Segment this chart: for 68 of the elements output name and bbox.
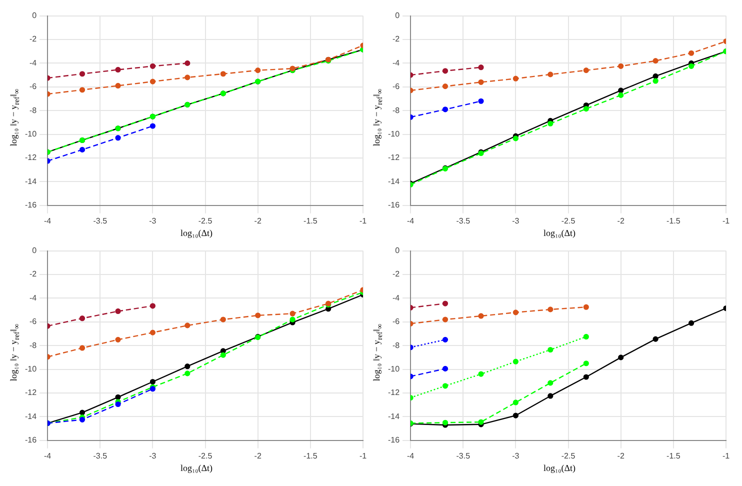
x-tick-label: -1.5	[666, 451, 681, 460]
y-tick-label: -10	[388, 364, 400, 374]
x-axis-title: log₁₀(Δt)	[179, 228, 214, 238]
x-tick-label: -1.5	[304, 216, 318, 226]
x-tick-label: -2.5	[561, 451, 576, 460]
x-tick-label: -1	[722, 451, 730, 460]
x-axis-title: log₁₀(Δt)	[179, 463, 214, 473]
x-tick-label: -4	[44, 451, 52, 460]
y-tick-label: -16	[388, 200, 400, 210]
y-tick-label: -10	[25, 130, 38, 139]
x-axis-title: log₁₀(Δt)	[542, 463, 577, 473]
y-tick-label: -16	[25, 200, 38, 210]
x-tick-label: -1	[359, 216, 368, 226]
y-tick-label: -14	[25, 176, 38, 186]
x-tick-label: -1	[359, 451, 368, 460]
x-tick-label: -3.5	[456, 451, 471, 460]
x-tick-label: -3.5	[93, 451, 108, 460]
x-tick-label: -2.5	[561, 216, 576, 226]
x-tick-label: -2	[254, 451, 262, 460]
y-tick-label: -10	[25, 364, 38, 374]
x-axis-title: log₁₀(Δt)	[542, 228, 577, 238]
y-tick-label: -6	[29, 82, 38, 92]
y-tick-label: -14	[388, 412, 400, 421]
y-tick-label: -12	[388, 153, 400, 162]
y-tick-label: -2	[29, 270, 38, 279]
y-tick-label: -12	[25, 388, 38, 398]
y-tick-label: -8	[29, 340, 38, 350]
y-tick-label: -4	[392, 293, 400, 302]
y-tick-label: -2	[29, 34, 38, 44]
x-tick-label: -3	[512, 451, 520, 460]
y-tick-label: -14	[388, 176, 400, 186]
y-tick-label: -8	[29, 106, 38, 115]
x-tick-label: -1.5	[666, 216, 681, 226]
y-tick-label: -14	[25, 412, 38, 421]
x-tick-label: -3.5	[93, 216, 108, 226]
y-tick-label: -4	[29, 58, 38, 68]
y-tick-label: -12	[388, 388, 400, 398]
x-tick-label: -3.5	[456, 216, 471, 226]
x-tick-label: -4	[407, 451, 415, 460]
y-tick-label: -6	[392, 82, 400, 92]
y-tick-label: 0	[32, 246, 38, 256]
y-tick-label: 0	[395, 11, 400, 20]
y-tick-label: -12	[25, 153, 38, 162]
y-tick-label: -6	[392, 317, 400, 326]
x-tick-label: -2	[617, 216, 625, 226]
y-tick-label: -4	[29, 293, 38, 302]
x-tick-label: -3	[149, 451, 157, 460]
x-tick-label: -3	[149, 216, 157, 226]
x-tick-label: -3	[512, 216, 520, 226]
y-tick-label: -16	[388, 436, 400, 445]
x-tick-label: -1.5	[304, 451, 318, 460]
y-tick-label: -2	[392, 34, 400, 44]
y-tick-label: -8	[392, 340, 400, 350]
y-tick-label: -2	[392, 270, 400, 279]
y-tick-label: -4	[392, 58, 400, 68]
x-tick-label: -4	[44, 216, 52, 226]
y-tick-label: -16	[25, 436, 38, 445]
y-tick-label: -8	[392, 106, 400, 115]
x-tick-label: -2	[617, 451, 625, 460]
x-tick-label: -2	[254, 216, 262, 226]
y-tick-label: -6	[29, 317, 38, 326]
x-tick-label: -2.5	[198, 451, 213, 460]
x-tick-label: -1	[722, 216, 730, 226]
y-tick-label: -10	[388, 130, 400, 139]
y-tick-label: 0	[395, 246, 400, 256]
y-tick-label: 0	[32, 11, 38, 20]
x-tick-label: -2.5	[198, 216, 213, 226]
x-tick-label: -4	[407, 216, 415, 226]
